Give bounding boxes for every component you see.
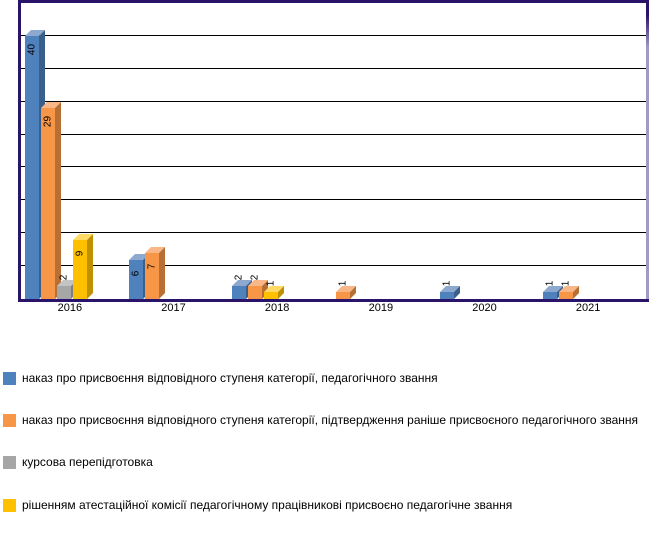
legend-swatch [3, 372, 16, 385]
bar: 1 [543, 292, 557, 299]
legend-swatch [3, 414, 16, 427]
legend-item: наказ про присвоєння відповідного ступен… [3, 370, 643, 386]
legend-label: наказ про присвоєння відповідного ступен… [22, 412, 638, 428]
x-axis-label: 2017 [161, 302, 185, 316]
bar: 9 [73, 240, 87, 299]
legend-swatch [3, 499, 16, 512]
bar: 2 [248, 286, 262, 299]
chart-area: 402929672211111 [18, 0, 649, 302]
bar: 1 [336, 292, 350, 299]
bar: 6 [129, 260, 143, 299]
bar: 1 [264, 292, 278, 299]
x-axis-label: 2019 [369, 302, 393, 316]
legend-label: рішенням атестаційної комісії педагогічн… [22, 497, 512, 513]
bar-value-label: 9 [75, 251, 86, 257]
legend-item: наказ про присвоєння відповідного ступен… [3, 412, 643, 428]
bar-value-label: 1 [545, 281, 556, 287]
bar: 2 [57, 286, 71, 299]
bar-value-label: 1 [266, 281, 277, 287]
bar-value-label: 29 [43, 116, 54, 127]
bar: 1 [559, 292, 573, 299]
bar: 2 [232, 286, 246, 299]
bar: 40 [25, 36, 39, 299]
legend-label: наказ про присвоєння відповідного ступен… [22, 370, 438, 386]
bar: 7 [145, 253, 159, 299]
plot: 402929672211111 [21, 3, 649, 299]
legend-item: курсова перепідготовка [3, 454, 643, 470]
legend-item: рішенням атестаційної комісії педагогічн… [3, 497, 643, 513]
legend-swatch [3, 456, 16, 469]
x-axis-label: 2018 [265, 302, 289, 316]
bar-value-label: 1 [561, 281, 572, 287]
legend: наказ про присвоєння відповідного ступен… [3, 370, 643, 539]
bar-value-label: 2 [250, 275, 261, 281]
bar: 29 [41, 108, 55, 299]
bar-value-label: 6 [130, 270, 141, 276]
x-axis-labels: 2016 2017 2018 2019 2020 2021 [18, 302, 646, 352]
bar-value-label: 1 [338, 281, 349, 287]
bar-value-label: 1 [441, 281, 452, 287]
x-axis-label: 2020 [472, 302, 496, 316]
bar: 1 [440, 292, 454, 299]
bars-layer: 402929672211111 [21, 3, 649, 299]
legend-label: курсова перепідготовка [22, 454, 153, 470]
bar-value-label: 2 [234, 275, 245, 281]
bar-value-label: 2 [59, 275, 70, 281]
x-axis-label: 2021 [576, 302, 600, 316]
x-axis-label: 2016 [58, 302, 82, 316]
bar-value-label: 40 [27, 44, 38, 55]
bar-value-label: 7 [146, 264, 157, 270]
